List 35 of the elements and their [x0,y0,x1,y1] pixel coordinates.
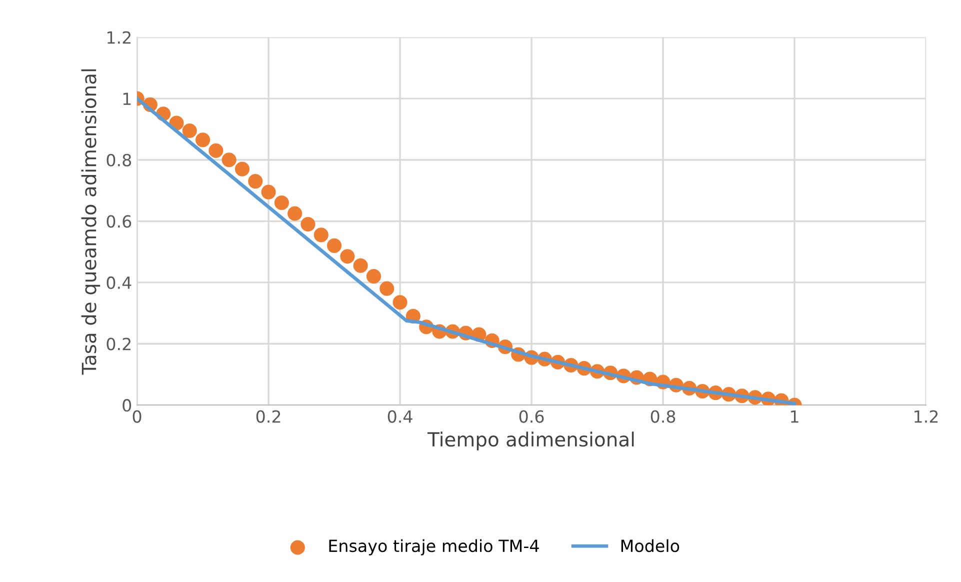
point [366,269,382,284]
point [261,184,276,200]
point [327,238,342,253]
y-tick-label: 1 [123,92,131,105]
point [288,206,302,221]
y-tick-label: 0.4 [106,276,132,290]
point [392,295,408,310]
point [208,143,224,158]
point [380,281,394,296]
y-axis-title: Tasa de queamdo adimensional [81,69,100,375]
x-tick-label: 0.6 [519,410,544,423]
point [222,152,236,168]
y-tick-label: 0.8 [106,154,132,166]
y-tick-label: 1.2 [108,31,131,44]
x-tick-label: 1.2 [914,410,938,423]
point [196,132,210,148]
y-tick-label: 0.6 [106,215,132,228]
x-tick-label: 0.2 [256,410,280,423]
x-tick-label: 1 [791,410,798,423]
y-tick-label: 0.2 [106,338,131,350]
point [274,195,289,210]
point [182,123,197,138]
x-tick-label: 0.4 [388,410,412,423]
point [340,249,355,264]
point [314,228,328,242]
point [300,216,316,232]
legend-label: Ensayo tiraje medio TM-4 [329,539,539,556]
x-tick-label: 0 [132,410,142,423]
point [234,162,250,176]
x-axis-title: Tiempo adimensional [427,432,634,450]
y-tick-label: 0 [122,399,132,412]
point [248,174,263,189]
point [353,258,368,273]
x-tick-label: 0.8 [650,410,676,423]
legend-label: Modelo [621,539,680,552]
